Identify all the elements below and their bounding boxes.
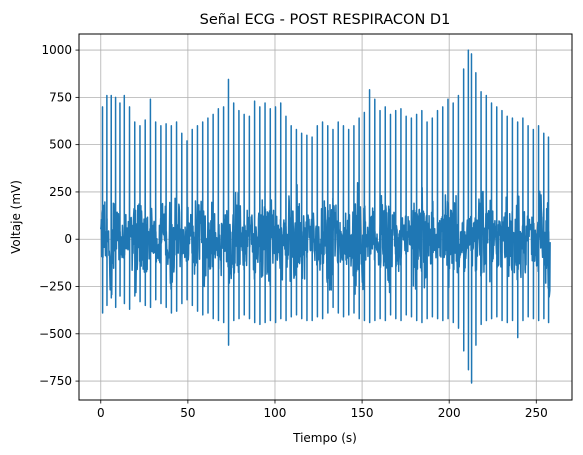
- plot-frame: [78, 33, 573, 401]
- x-tick-label: 100: [264, 406, 287, 420]
- y-tick-label: 250: [49, 185, 72, 199]
- x-tick-label: 0: [97, 406, 105, 420]
- ecg-series: [100, 49, 551, 384]
- y-tick-label: −500: [39, 327, 72, 341]
- y-tick-label: 0: [64, 232, 72, 246]
- chart-title: Señal ECG - POST RESPIRACON D1: [200, 12, 451, 28]
- x-axis-label: Tiempo (s): [292, 431, 357, 445]
- x-tick-label: 50: [180, 406, 195, 420]
- y-tick-label: 500: [49, 138, 72, 152]
- y-tick-label: −250: [39, 280, 72, 294]
- x-axis-ticks: 0 50 100 150 200 250: [97, 400, 548, 420]
- y-axis-label: Voltaje (mV): [9, 180, 23, 254]
- y-tick-label: 750: [49, 90, 72, 104]
- ecg-line: [100, 49, 551, 384]
- x-tick-label: 250: [525, 406, 548, 420]
- x-tick-label: 200: [438, 406, 461, 420]
- y-tick-label: 1000: [41, 43, 72, 57]
- x-tick-label: 150: [351, 406, 374, 420]
- y-tick-label: −750: [39, 374, 72, 388]
- y-axis-ticks: −750 −500 −250 0 250 500 750 1000: [39, 43, 79, 388]
